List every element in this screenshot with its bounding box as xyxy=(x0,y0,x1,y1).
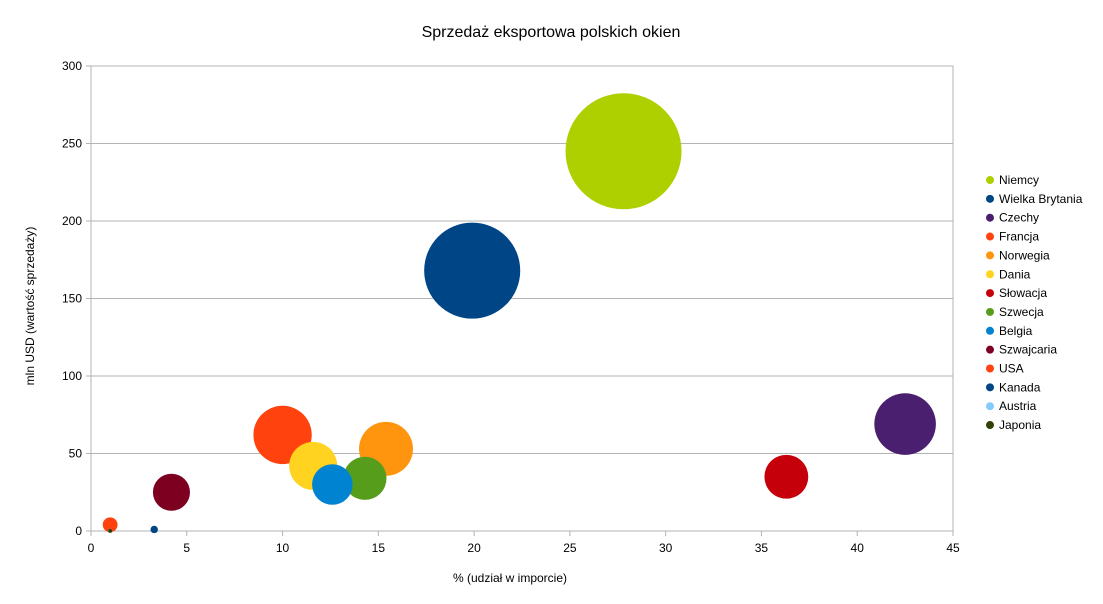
legend-marker xyxy=(986,194,994,203)
y-tick-label: 250 xyxy=(62,137,82,151)
bubble-Belgia xyxy=(312,464,353,505)
legend-marker xyxy=(986,176,994,184)
y-tick-label: 100 xyxy=(62,369,82,383)
y-tick-label: 300 xyxy=(62,59,82,73)
legend-label: Niemcy xyxy=(999,173,1039,187)
legend-marker xyxy=(986,345,994,354)
y-tick-label: 200 xyxy=(62,214,82,228)
legend-label: Norwegia xyxy=(999,248,1050,262)
x-tick-label: 10 xyxy=(276,541,290,555)
y-tick-label: 0 xyxy=(75,524,82,538)
bubble-Niemcy xyxy=(565,93,682,210)
legend-marker xyxy=(986,213,994,222)
legend-marker xyxy=(986,421,994,430)
bubble-Szwajcaria xyxy=(152,473,190,511)
x-tick-label: 25 xyxy=(563,541,577,555)
legend-marker xyxy=(986,364,994,373)
legend-label: Austria xyxy=(999,399,1037,413)
x-axis-label: % (udział w imporcie) xyxy=(453,571,567,585)
legend-label: Wielka Brytania xyxy=(999,192,1083,206)
x-tick-label: 45 xyxy=(946,541,960,555)
bubble-Kanada xyxy=(150,525,158,534)
x-tick-label: 35 xyxy=(755,541,769,555)
plot-area-frame xyxy=(90,65,954,532)
legend-marker xyxy=(986,232,994,241)
legend-marker xyxy=(986,326,994,335)
legend-label: USA xyxy=(999,362,1024,376)
bubble-Słowacja xyxy=(764,454,809,499)
bubble-Wielka Brytania xyxy=(424,222,521,319)
legend-label: Słowacja xyxy=(999,286,1047,300)
x-tick-label: 20 xyxy=(467,541,481,555)
legend-marker xyxy=(986,307,994,316)
legend-label: Szwecja xyxy=(999,305,1044,319)
chart-title: Sprzedaż eksportowa polskich okien xyxy=(422,24,681,41)
legend: Niemcy Wielka Brytania Czechy Francja Norweg… xyxy=(986,173,1083,432)
x-tick-label: 40 xyxy=(851,541,865,555)
gridlines xyxy=(91,65,953,532)
x-tick-label: 5 xyxy=(183,541,190,555)
bubble-Czechy xyxy=(874,393,936,455)
legend-marker xyxy=(986,402,994,411)
legend-marker xyxy=(986,289,994,298)
legend-label: Kanada xyxy=(999,380,1041,394)
bubble-Szwecja xyxy=(343,456,387,500)
legend-label: Czechy xyxy=(999,211,1039,225)
legend-label: Francja xyxy=(999,230,1039,244)
legend-marker xyxy=(986,383,994,392)
axes xyxy=(86,65,954,536)
y-axis-label: mln USD (wartość sprzedaży) xyxy=(23,227,37,386)
bubble-USA xyxy=(102,517,118,533)
x-tick-label: 30 xyxy=(659,541,673,555)
x-tick-label: 0 xyxy=(88,541,95,555)
x-tick-label: 15 xyxy=(372,541,386,555)
tick-labels: 0 50 100 150 200 250 300 0 5 10 15 20 25 30 35 40 45 xyxy=(62,59,960,555)
legend-label: Belgia xyxy=(999,324,1033,338)
bubbles xyxy=(102,93,936,534)
legend-label: Szwajcaria xyxy=(999,343,1057,357)
legend-marker xyxy=(986,270,994,279)
legend-label: Japonia xyxy=(999,418,1041,432)
bubble-Japonia xyxy=(108,528,113,533)
y-tick-label: 50 xyxy=(69,447,83,461)
y-tick-label: 150 xyxy=(62,292,82,306)
legend-label: Dania xyxy=(999,267,1031,281)
legend-marker xyxy=(986,251,994,260)
